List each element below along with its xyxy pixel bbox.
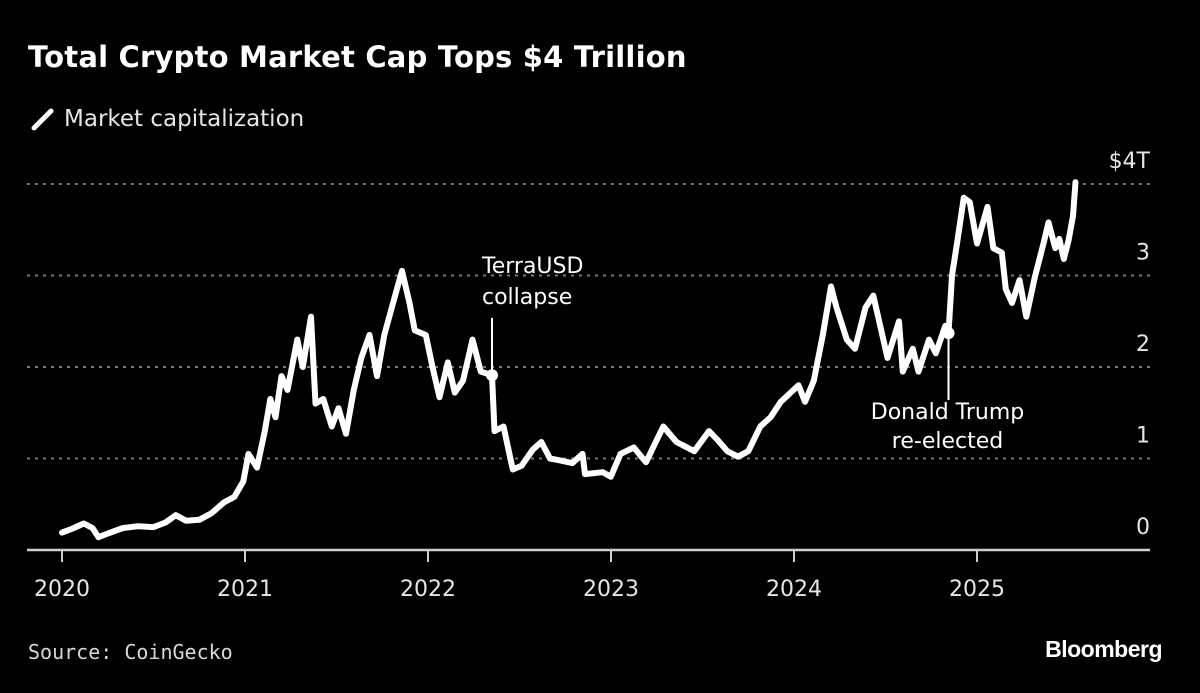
x-tick-label: 2021 [217,577,273,602]
legend: Market capitalization [30,106,304,132]
line-swatch-icon [31,108,54,131]
chart-title: Total Crypto Market Cap Tops $4 Trillion [28,40,687,74]
x-tick-label: 2025 [949,577,1005,602]
annotation-text: TerraUSD [481,254,583,279]
x-tick-label: 2023 [583,577,639,602]
annotation-text: re-elected [892,429,1003,454]
annotation-marker [486,369,499,382]
annotation-text: collapse [482,285,572,310]
source-note: Source: CoinGecko [28,640,233,664]
y-tick-label: $4T [1109,149,1151,174]
x-tick-label: 2020 [34,577,90,602]
annotation-marker [942,327,955,340]
y-tick-label: 1 [1136,424,1150,449]
x-tick-label: 2022 [400,577,456,602]
x-tick-label: 2024 [766,577,822,602]
bloomberg-logo: Bloomberg [1045,636,1162,662]
series-line-market-cap [59,179,1079,541]
legend-label: Market capitalization [64,106,305,132]
y-tick-label: 2 [1136,332,1150,357]
y-tick-label: 0 [1136,515,1150,540]
y-tick-label: 3 [1136,241,1150,266]
annotation-text: Donald Trump [871,400,1024,425]
